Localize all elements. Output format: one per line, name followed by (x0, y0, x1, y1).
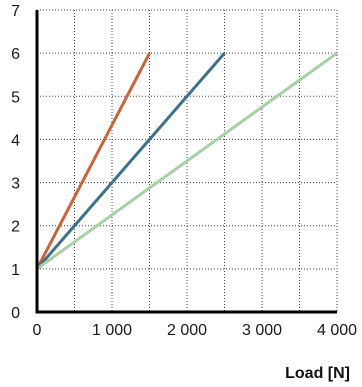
x-tick-label-0: 0 (33, 322, 42, 339)
y-tick-label-1: 1 (11, 262, 20, 279)
x-tick-labels: 0 1 000 2 000 3 000 4 000 (33, 322, 358, 339)
y-tick-label-2: 2 (11, 219, 20, 236)
x-tick-label-8: 4 000 (317, 322, 357, 339)
series-line-1 (35, 52, 151, 270)
y-tick-label-6: 6 (11, 46, 20, 63)
series-lines (35, 51, 338, 271)
y-tick-labels: 0 1 2 3 4 5 6 7 (11, 3, 20, 322)
y-tick-label-4: 4 (11, 132, 20, 149)
x-tick-label-4: 2 000 (167, 322, 207, 339)
x-tick-label-6: 3 000 (242, 322, 282, 339)
series-line-3 (36, 51, 338, 271)
x-tick-label-2: 1 000 (92, 322, 132, 339)
y-tick-label-3: 3 (11, 176, 20, 193)
axes (35, 10, 337, 314)
y-tick-label-5: 5 (11, 89, 20, 106)
y-tick-label-7: 7 (11, 3, 20, 20)
y-tick-label-0: 0 (11, 305, 20, 322)
series-line-2 (35, 52, 226, 270)
x-axis-title: Load [N] (285, 365, 350, 382)
